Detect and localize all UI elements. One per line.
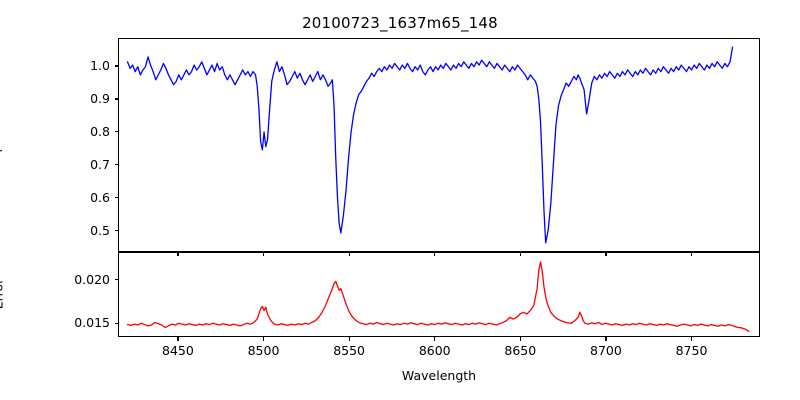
- xtick-label: 8450: [162, 343, 194, 358]
- spectrum-plot-panel: [118, 38, 760, 252]
- error-y-axis-label: Error: [0, 278, 6, 310]
- spectrum-xtick-mark: [691, 252, 693, 256]
- spectrum-xtick-mark: [519, 252, 521, 256]
- error-xtick-mark: [434, 337, 436, 341]
- error-ytick-mark: [114, 279, 119, 281]
- spectrum-ytick-mark: [114, 197, 119, 199]
- spectrum-ytick-label: 0.7: [90, 156, 110, 172]
- x-axis-label: Wavelength: [401, 368, 477, 383]
- error-xtick-mark: [348, 337, 350, 341]
- xtick-label: 8550: [333, 343, 366, 358]
- error-ytick-label: 0.020: [74, 271, 110, 287]
- xtick-label: 8600: [418, 343, 451, 358]
- spectrum-ytick-label: 0.6: [90, 189, 110, 205]
- xtick-label: 8500: [247, 343, 280, 358]
- error-xtick-mark: [177, 337, 179, 341]
- spectrum-ytick-mark: [114, 131, 119, 133]
- spectrum-xtick-mark: [434, 252, 436, 256]
- xtick-label: 8700: [590, 343, 622, 358]
- error-xtick-mark: [519, 337, 521, 341]
- spectrum-xtick-mark: [348, 252, 350, 256]
- error-xtick-mark: [263, 337, 265, 341]
- error-xtick-mark: [605, 337, 607, 341]
- spectrum-line: [128, 47, 733, 243]
- spectrum-ytick-label: 0.8: [90, 123, 110, 139]
- error-ytick-label: 0.015: [74, 315, 110, 331]
- spectrum-ytick-label: 0.9: [90, 90, 110, 106]
- xtick-label: 8650: [504, 343, 537, 358]
- spectrum-ytick-mark: [114, 65, 119, 67]
- spectrum-xtick-mark: [263, 252, 265, 256]
- figure-title: 20100723_1637m65_148: [302, 14, 498, 32]
- spectrum-ytick-label: 0.5: [90, 222, 110, 238]
- error-line: [128, 262, 749, 331]
- spectrum-xtick-mark: [605, 252, 607, 256]
- error-plot-panel: [118, 252, 760, 337]
- xtick-label: 8750: [675, 343, 708, 358]
- spectrum-ytick-mark: [114, 98, 119, 100]
- error-series-svg: [119, 253, 759, 336]
- error-xtick-mark: [691, 337, 693, 341]
- spectrum-series-svg: [119, 39, 759, 251]
- spectrum-ytick-label: 1.0: [90, 57, 110, 73]
- spectrum-ytick-mark: [114, 164, 119, 166]
- spectrum-ytick-mark: [114, 230, 119, 232]
- spectrum-y-axis-label: Spectrum: [0, 99, 3, 161]
- spectrum-xtick-mark: [177, 252, 179, 256]
- error-ytick-mark: [114, 322, 119, 324]
